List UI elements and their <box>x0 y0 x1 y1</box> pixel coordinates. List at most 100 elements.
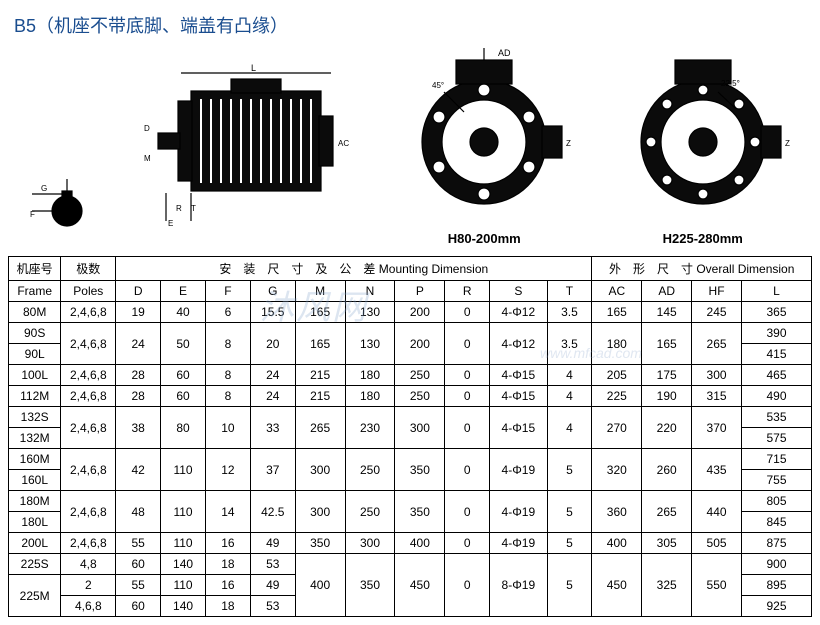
hdr-R: R <box>445 281 490 302</box>
cell: 33 <box>250 407 295 449</box>
cell: 4-Φ15 <box>490 365 547 386</box>
svg-text:G: G <box>41 184 47 193</box>
cell: 390 <box>741 323 811 344</box>
cell: 4 <box>547 365 592 386</box>
cell: 440 <box>692 491 742 533</box>
cell: 53 <box>250 554 295 575</box>
cell: 895 <box>741 575 811 596</box>
side-svg: L D M R T E AC <box>136 61 356 241</box>
cell: 90S <box>9 323 61 344</box>
cell: 0 <box>445 323 490 365</box>
cell: 15.5 <box>250 302 295 323</box>
cell: 205 <box>592 365 642 386</box>
hdr-frame-cn: 机座号 <box>9 257 61 281</box>
cell: 4 <box>547 407 592 449</box>
cell: 805 <box>741 491 811 512</box>
cell: 300 <box>295 491 345 533</box>
table-row: 100L2,4,6,8286082421518025004-Φ154205175… <box>9 365 812 386</box>
cell: 28 <box>116 386 161 407</box>
svg-text:AC: AC <box>338 139 349 148</box>
hdr-E: E <box>161 281 206 302</box>
cell: 715 <box>741 449 811 470</box>
hdr-T: T <box>547 281 592 302</box>
cell: 300 <box>395 407 445 449</box>
svg-text:22.5°: 22.5° <box>721 79 740 88</box>
hdr-AD: AD <box>642 281 692 302</box>
front-view-2: 22.5° Z H225-280mm <box>613 42 793 246</box>
cell: 48 <box>116 491 161 533</box>
hdr-S: S <box>490 281 547 302</box>
svg-text:T: T <box>191 204 196 213</box>
cell: 4-Φ12 <box>490 302 547 323</box>
hdr-F: F <box>205 281 250 302</box>
cell: 8-Φ19 <box>490 554 547 617</box>
cell: 415 <box>741 344 811 365</box>
cell: 350 <box>345 554 395 617</box>
cell: 755 <box>741 470 811 491</box>
cell: 5 <box>547 533 592 554</box>
cell: 225S <box>9 554 61 575</box>
table-row: 132S2,4,6,83880103326523030004-Φ15427022… <box>9 407 812 428</box>
cell: 55 <box>116 575 161 596</box>
cell: 20 <box>250 323 295 365</box>
side-elevation-diagram: L D M R T E AC <box>136 61 356 246</box>
front1-svg: AD 45° Z <box>394 42 574 222</box>
cell: 4,8 <box>61 554 116 575</box>
cell: 875 <box>741 533 811 554</box>
caption-2: H225-280mm <box>613 231 793 246</box>
cell: 3.5 <box>547 323 592 365</box>
front-view-1: AD 45° Z H80-200mm <box>394 42 574 246</box>
cell: 900 <box>741 554 811 575</box>
cell: 60 <box>161 386 206 407</box>
cell: 24 <box>250 365 295 386</box>
hdr-AC: AC <box>592 281 642 302</box>
cell: 130 <box>345 302 395 323</box>
cell: 40 <box>161 302 206 323</box>
svg-text:45°: 45° <box>432 81 444 90</box>
cell: 2,4,6,8 <box>61 407 116 449</box>
cell: 505 <box>692 533 742 554</box>
cell: 250 <box>395 386 445 407</box>
svg-text:L: L <box>251 63 256 73</box>
cell: 250 <box>395 365 445 386</box>
cell: 0 <box>445 302 490 323</box>
cell: 160L <box>9 470 61 491</box>
table-row: 112M2,4,6,8286082421518025004-Φ154225190… <box>9 386 812 407</box>
cell: 435 <box>692 449 742 491</box>
cell: 100L <box>9 365 61 386</box>
svg-text:Z: Z <box>785 139 790 148</box>
cell: 12 <box>205 449 250 491</box>
cell: 132M <box>9 428 61 449</box>
cell: 180 <box>345 386 395 407</box>
cell: 2,4,6,8 <box>61 491 116 533</box>
cell: 42.5 <box>250 491 295 533</box>
cell: 320 <box>592 449 642 491</box>
cell: 3.5 <box>547 302 592 323</box>
cell: 4-Φ15 <box>490 386 547 407</box>
cell: 165 <box>642 323 692 365</box>
table-row: 160M2,4,6,842110123730025035004-Φ1953202… <box>9 449 812 470</box>
cell: 365 <box>741 302 811 323</box>
hdr-L: L <box>741 281 811 302</box>
cell: 55 <box>116 533 161 554</box>
cell: 49 <box>250 575 295 596</box>
cell: 0 <box>445 533 490 554</box>
cell: 225M <box>9 575 61 617</box>
table-header: 机座号 极数 安 装 尺 寸 及 公 差 Mounting Dimension … <box>9 257 812 302</box>
svg-text:F: F <box>30 210 35 219</box>
svg-text:Z: Z <box>566 139 571 148</box>
table-row: 80M2,4,6,81940615.516513020004-Φ123.5165… <box>9 302 812 323</box>
cell: 315 <box>692 386 742 407</box>
cell: 575 <box>741 428 811 449</box>
hdr-M: M <box>295 281 345 302</box>
table-row: 180M2,4,6,8481101442.530025035004-Φ19536… <box>9 491 812 512</box>
cell: 16 <box>205 533 250 554</box>
cell: 49 <box>250 533 295 554</box>
hdr-poles-en: Poles <box>61 281 116 302</box>
cell: 265 <box>295 407 345 449</box>
hdr-HF: HF <box>692 281 742 302</box>
cell: 325 <box>642 554 692 617</box>
cell: 925 <box>741 596 811 617</box>
cell: 165 <box>592 302 642 323</box>
cell: 250 <box>345 491 395 533</box>
